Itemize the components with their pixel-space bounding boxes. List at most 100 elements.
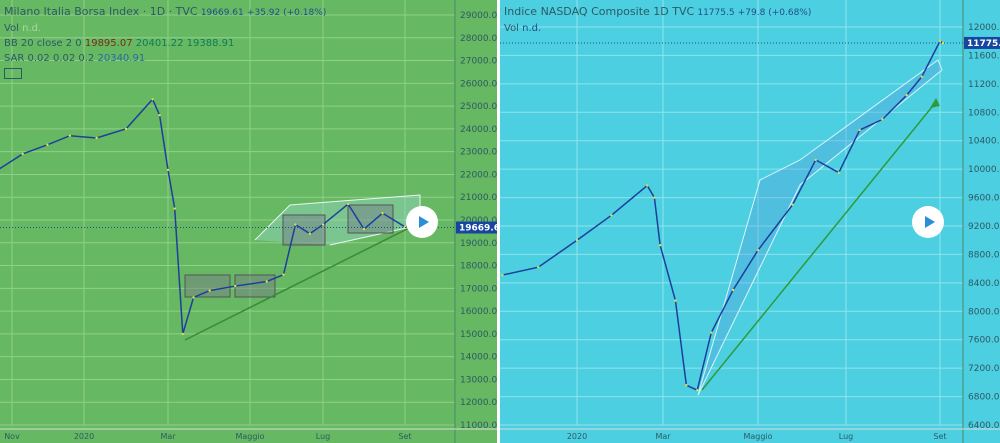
channel — [254, 194, 421, 246]
y-tick-label: 27000.00 — [460, 57, 497, 67]
y-tick-label: 9600.0 — [968, 194, 1000, 204]
y-tick-label: 8000.0 — [968, 307, 1000, 317]
bb-upper: 20401.22 — [135, 38, 184, 49]
data-point — [653, 196, 656, 199]
data-point — [814, 158, 817, 162]
chart-title: Indice NASDAQ Composite 1D TVC — [504, 5, 695, 18]
data-point — [151, 98, 154, 101]
y-tick-label: 21000.00 — [460, 193, 497, 203]
data-point — [685, 384, 688, 387]
y-tick-label: 11000.00 — [460, 421, 497, 431]
last-price-label: 19669.61 — [459, 224, 497, 234]
y-tick-label: 20000.00 — [460, 216, 497, 226]
x-tick-label: Maggio — [235, 432, 264, 441]
collapse-legend-button[interactable] — [4, 68, 22, 79]
trend-line — [701, 101, 937, 391]
y-tick-label: 17000.00 — [460, 284, 497, 294]
last-price-label: 11775.5 — [967, 39, 1000, 49]
consolidation-box — [347, 204, 394, 234]
vol-label: Vol — [504, 23, 519, 34]
y-tick-label: 9200.0 — [968, 222, 1000, 232]
data-point — [881, 118, 884, 121]
y-tick-label: 29000.00 — [460, 11, 497, 21]
ftse-mib-chart[interactable]: 29000.00 28000.00 27000.00 26000.00 25000.00… — [0, 0, 497, 443]
vol-value: n.d. — [22, 23, 42, 34]
price-change: +79.8 (+0.68%) — [737, 8, 812, 18]
consolidation-box — [234, 274, 276, 298]
data-point — [731, 288, 735, 292]
trend-line — [184, 224, 416, 341]
data-point — [858, 128, 861, 132]
x-tick-label: 2020 — [74, 432, 94, 441]
bb-lower: 19388.91 — [186, 38, 235, 49]
y-tick-label: 25000.00 — [460, 102, 497, 112]
vol-label: Vol — [4, 23, 19, 34]
data-point — [282, 273, 285, 276]
y-tick-label: 28000.00 — [460, 34, 497, 44]
data-point — [21, 152, 24, 156]
bb-basis: 19895.07 — [84, 38, 133, 49]
data-point — [381, 211, 384, 215]
x-tick-label: Lug — [839, 432, 853, 441]
data-point — [610, 214, 613, 217]
y-tick-label: 6400.0 — [968, 421, 1000, 431]
data-point — [346, 202, 350, 206]
y-tick-label: 23000.00 — [460, 148, 497, 158]
data-point — [294, 223, 297, 226]
y-tick-label: 10000.0 — [968, 165, 1000, 175]
price-line — [502, 40, 944, 392]
y-tick-label: 7600.0 — [968, 336, 1000, 346]
ftse-mib-chart-panel[interactable]: 29000.00 28000.00 27000.00 26000.00 25000.00… — [0, 0, 497, 443]
last-price-tag — [964, 36, 1000, 49]
y-tick-label: 12000.00 — [460, 398, 497, 408]
data-point — [192, 296, 195, 299]
data-point — [158, 114, 161, 117]
nasdaq-chart[interactable]: 12000.0 11600.0 11200.0 10800.0 10400.0 10000… — [500, 0, 1000, 443]
data-point — [181, 332, 184, 336]
x-tick-label: Lug — [316, 432, 330, 441]
play-button[interactable] — [406, 206, 438, 238]
y-tick-label: 18000.00 — [460, 262, 497, 272]
data-point — [756, 248, 760, 252]
data-point — [68, 134, 72, 137]
last-price: 11775.5 — [697, 8, 735, 18]
y-tick-label: 19000.00 — [460, 239, 497, 249]
data-point — [941, 41, 945, 45]
x-tick-label: Mar — [655, 432, 671, 441]
y-tick-label: 10400.0 — [968, 137, 1000, 147]
price-change: +35.92 (+0.18%) — [246, 8, 327, 18]
data-point — [537, 266, 540, 269]
data-point — [362, 227, 366, 231]
bb-label: BB 20 close 2 0 — [4, 38, 82, 49]
data-point — [837, 171, 840, 174]
data-point — [208, 289, 211, 292]
sar-value: 20340.91 — [97, 53, 146, 64]
last-price: 19669.61 — [200, 8, 244, 18]
x-tick-label: 2020 — [567, 432, 587, 441]
sar-label: SAR 0.02 0.02 0.2 — [4, 53, 95, 64]
data-point — [646, 184, 649, 187]
y-tick-label: 10800.0 — [968, 108, 1000, 118]
y-tick-label: 13000.00 — [460, 375, 497, 385]
data-point — [321, 223, 325, 226]
nasdaq-chart-panel[interactable]: 12000.0 11600.0 11200.0 10800.0 10400.0 10000… — [500, 0, 1000, 443]
arrow-head — [930, 98, 940, 108]
x-tick-label: Mar — [160, 432, 176, 441]
data-point — [234, 284, 237, 288]
data-point — [674, 299, 677, 302]
data-point — [166, 168, 170, 172]
play-button[interactable] — [912, 206, 944, 238]
data-point — [124, 127, 128, 131]
y-tick-label: 16000.00 — [460, 307, 497, 317]
y-tick-label: 8400.0 — [968, 279, 1000, 289]
data-point — [265, 280, 268, 283]
ftse-legend: Milano Italia Borsa Index · 1D · TVC 196… — [4, 4, 326, 79]
y-tick-label: 12000.0 — [968, 23, 1000, 33]
x-tick-label: Nov — [4, 432, 20, 441]
data-point — [938, 40, 942, 43]
x-tick-label: Maggio — [743, 432, 772, 441]
data-point — [95, 136, 98, 140]
y-tick-label: 26000.00 — [460, 79, 497, 89]
consolidation-box — [184, 274, 231, 298]
price-line — [0, 97, 417, 335]
